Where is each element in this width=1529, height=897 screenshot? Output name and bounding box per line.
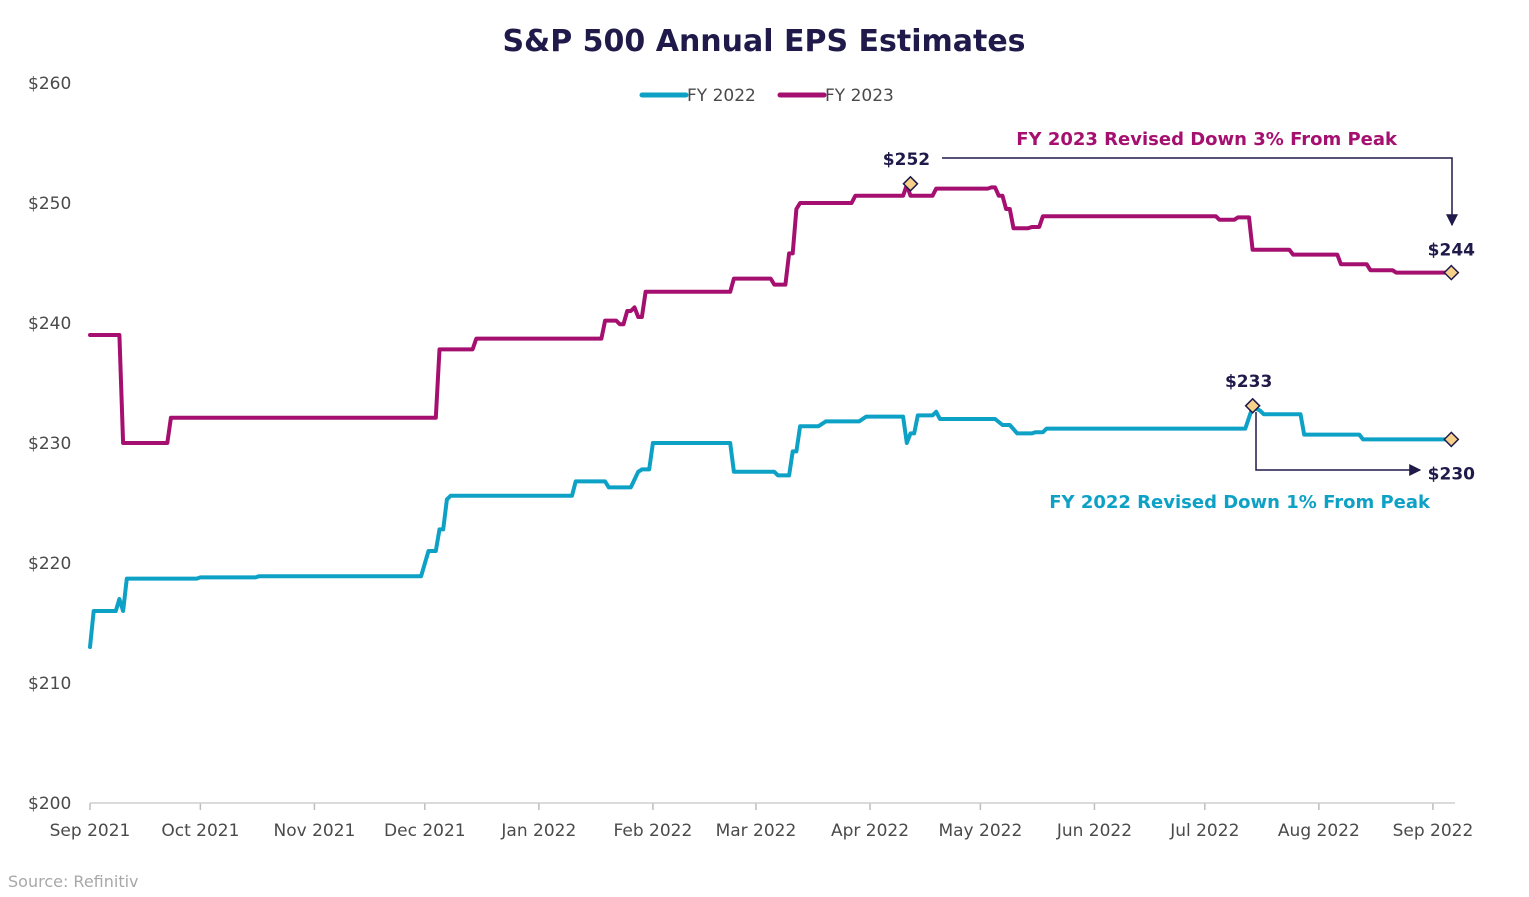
point-label: $230 <box>1428 464 1475 484</box>
callouts <box>942 157 1458 476</box>
x-tick-label: Feb 2022 <box>614 821 693 841</box>
chart-title: S&P 500 Annual EPS Estimates <box>502 24 1025 59</box>
x-tick-label: Jul 2022 <box>1169 821 1239 841</box>
x-tick-label: Aug 2022 <box>1278 821 1360 841</box>
y-tick-label: $200 <box>28 794 71 814</box>
point-label: $244 <box>1428 241 1475 261</box>
marker-layer: $252 $244 $233 $230 <box>883 150 1475 485</box>
x-tick-label: May 2022 <box>938 821 1022 841</box>
fy2022-annotation: FY 2022 Revised Down 1% From Peak <box>1049 492 1431 513</box>
y-tick-label: $210 <box>28 674 71 694</box>
x-tick-label: Mar 2022 <box>716 821 797 841</box>
y-tick-label: $260 <box>28 74 71 94</box>
series-layer <box>88 183 1454 649</box>
y-tick-label: $250 <box>28 194 71 214</box>
y-tick-label: $230 <box>28 434 71 454</box>
fy2022-callout-arrow <box>1255 412 1422 476</box>
y-tick-label: $220 <box>28 554 71 574</box>
fy2023-callout-arrow <box>942 157 1458 227</box>
y-axis: $200 $210 $220 $230 $240 $250 $260 <box>28 74 71 814</box>
point-marker <box>902 175 919 192</box>
legend-label: FY 2022 <box>687 86 756 106</box>
x-tick-label: Jun 2022 <box>1056 821 1132 841</box>
point-marker <box>1443 431 1460 448</box>
point-marker <box>1443 264 1460 281</box>
point-marker <box>1244 397 1261 414</box>
x-tick-label: Jan 2022 <box>500 821 576 841</box>
y-tick-label: $240 <box>28 314 71 334</box>
series-line-fy-2022 <box>88 405 1454 649</box>
legend: FY 2022 FY 2023 <box>639 86 894 106</box>
point-label: $252 <box>883 150 930 170</box>
point-label: $233 <box>1225 372 1272 392</box>
series-line-fy-2023 <box>88 183 1454 445</box>
x-tick-label: Sep 2021 <box>50 821 131 841</box>
fy2023-annotation: FY 2023 Revised Down 3% From Peak <box>1016 129 1398 150</box>
x-tick-label: Sep 2022 <box>1393 821 1474 841</box>
x-axis: Sep 2021 Oct 2021 Nov 2021 Dec 2021 Jan 2022… <box>50 803 1474 841</box>
x-tick-label: Dec 2021 <box>384 821 466 841</box>
x-tick-label: Apr 2022 <box>831 821 909 841</box>
x-tick-label: Oct 2021 <box>161 821 239 841</box>
source-note: Source: Refinitiv <box>8 872 139 891</box>
x-tick-label: Nov 2021 <box>274 821 356 841</box>
legend-label: FY 2023 <box>825 86 894 106</box>
